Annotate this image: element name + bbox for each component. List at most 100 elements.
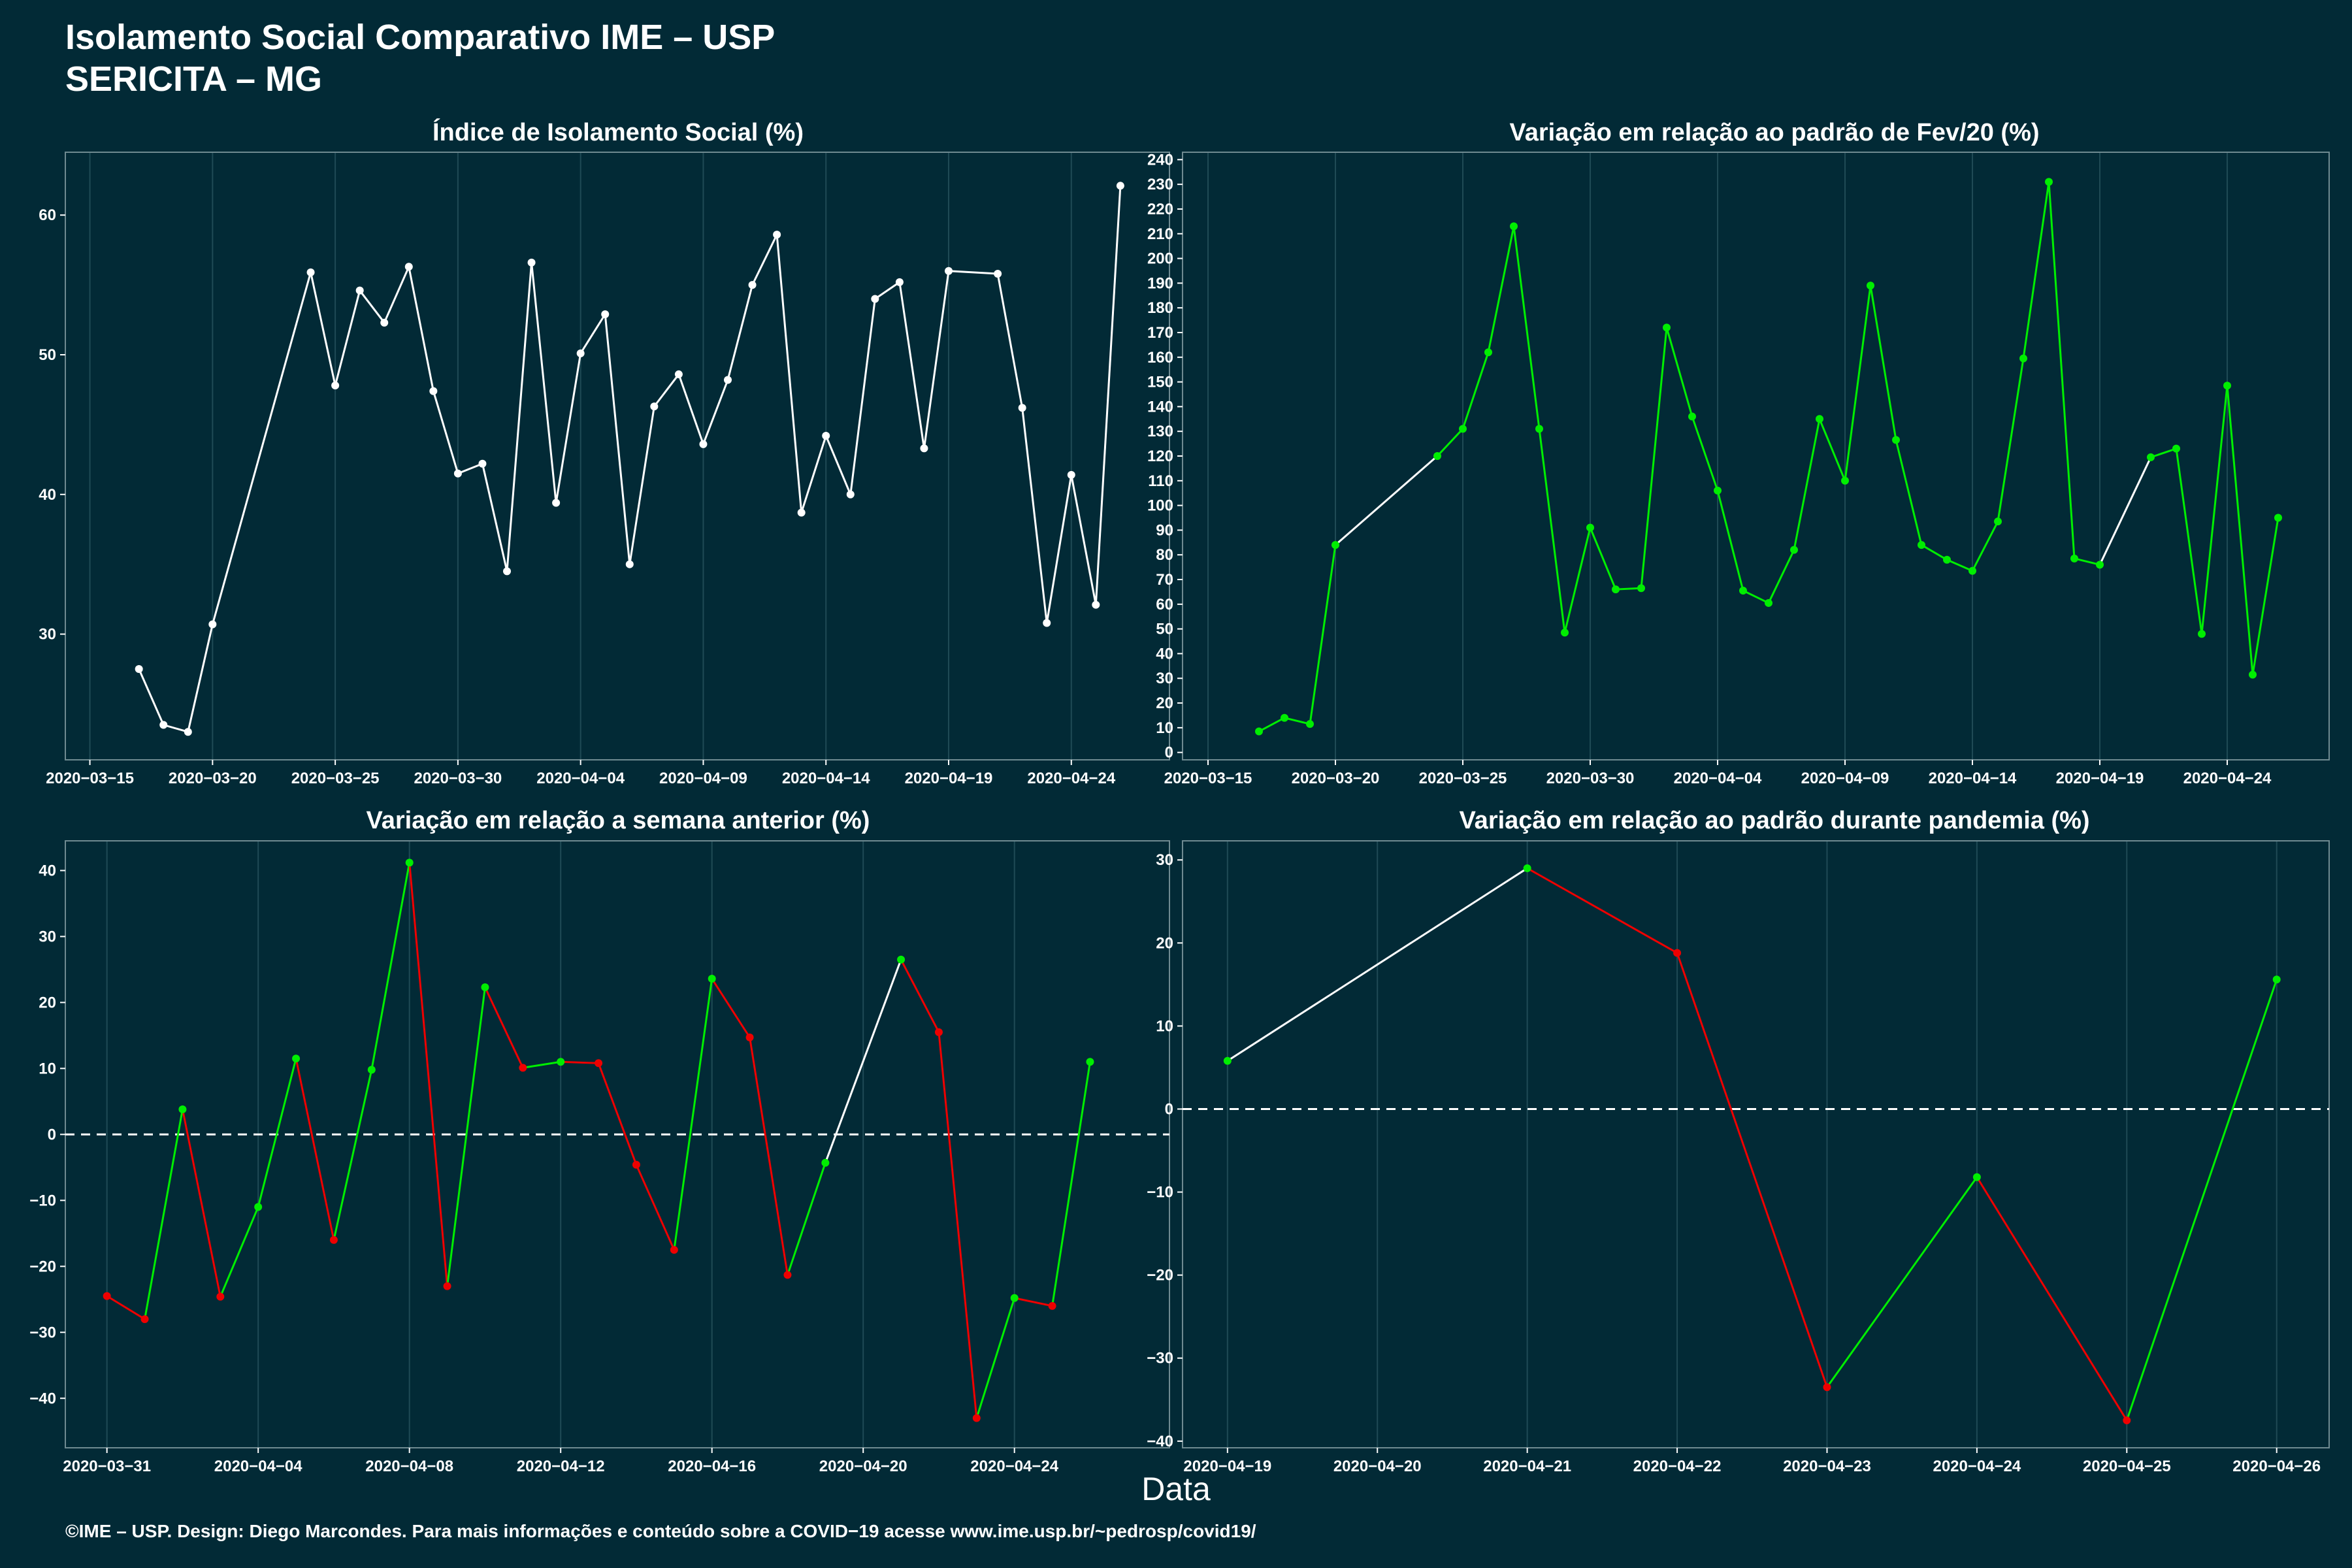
data-point [773, 231, 781, 239]
y-tick-label: 140 [1147, 398, 1173, 416]
series-line-segment [370, 862, 411, 1070]
y-tick-label: 20 [1156, 694, 1173, 712]
data-point [972, 1414, 981, 1422]
data-point [2249, 670, 2257, 679]
chart-title-line2: SERICITA – MG [65, 59, 323, 99]
data-point [1637, 584, 1645, 593]
series-line-segment [138, 668, 165, 726]
series-line-segment [2226, 385, 2254, 675]
series-line-segment [383, 266, 410, 323]
series-line-segment [1946, 559, 1973, 572]
x-tick-label: 2020−04−14 [1929, 770, 2017, 787]
data-point [934, 1028, 943, 1036]
panel-isolation-index: Índice de Isolamento Social (%) 30 40 50 60… [39, 118, 1170, 787]
y-tick-label: 0 [1165, 744, 1173, 762]
data-point [945, 267, 953, 275]
data-point [670, 1246, 678, 1254]
series-line-segment [2150, 448, 2177, 459]
series-line-segment [1793, 419, 1821, 550]
panel-title-variation-previous-week: Variação em relação a semana anterior (%… [367, 807, 870, 834]
series-line-segment [359, 289, 385, 323]
y-tick-label: 40 [39, 486, 56, 504]
data-point [1841, 476, 1849, 485]
data-point [2019, 354, 2027, 363]
x-tick-label: 2020−04−24 [2183, 770, 2272, 787]
series-line-segment [923, 270, 950, 449]
data-point [797, 508, 806, 517]
data-point [1067, 470, 1075, 479]
series-line-segment [975, 1298, 1016, 1419]
x-tick-label: 2020−04−19 [2056, 770, 2144, 787]
data-point [1523, 864, 1531, 872]
data-point [895, 278, 904, 286]
data-point [1018, 404, 1026, 412]
data-point [745, 1033, 754, 1041]
data-point [595, 1059, 603, 1068]
data-point [871, 295, 879, 303]
data-point [1739, 587, 1747, 595]
y-tick-label: 120 [1147, 448, 1173, 465]
y-tick-label: 30 [39, 626, 56, 644]
x-tick-label: 2020−04−26 [2232, 1458, 2321, 1475]
data-point [1943, 555, 1951, 564]
data-point [380, 318, 389, 327]
series-line-segment [446, 987, 486, 1286]
data-point [306, 268, 315, 276]
data-point [1010, 1294, 1019, 1302]
series-line-segment [523, 1060, 561, 1069]
panel-border [1182, 840, 2330, 1448]
series-line-segment [1309, 544, 1337, 725]
series-line-segment [673, 978, 713, 1250]
x-tick-label: 2020−04−24 [970, 1458, 1058, 1475]
series-line-segment [635, 1164, 676, 1250]
data-point [783, 1271, 792, 1279]
data-point [178, 1105, 187, 1113]
x-tick-label: 2020−04−20 [819, 1458, 907, 1475]
x-axis-label: Data [1141, 1471, 1211, 1507]
data-point [184, 728, 192, 736]
x-tick-label: 2020−04−24 [1027, 770, 1115, 787]
data-point [1823, 1383, 1831, 1392]
data-point [1918, 541, 1925, 549]
series-line-segment [1487, 226, 1515, 353]
y-tick-label: 30 [39, 928, 56, 945]
series-line-segment [1045, 474, 1073, 623]
panel-variation-pandemic: Variação em relação ao padrão durante pa… [1147, 807, 2330, 1475]
data-point [429, 387, 438, 395]
y-tick-label: 10 [1156, 719, 1173, 737]
data-point [724, 376, 732, 384]
series-line-segment [1665, 327, 1693, 417]
data-point [1281, 713, 1288, 722]
data-point [254, 1203, 263, 1211]
x-tick-label: 2020−03−20 [1292, 770, 1380, 787]
series-line-segment [219, 1206, 259, 1298]
data-point [135, 665, 143, 674]
x-tick-label: 2020−04−16 [668, 1458, 756, 1475]
panel-title-variation-feb: Variação em relação ao padrão de Fev/20 … [1509, 119, 2039, 146]
x-tick-label: 2020−03−30 [414, 770, 502, 787]
y-tick-label: 30 [1156, 670, 1173, 687]
series-line-segment [824, 959, 902, 1164]
series-line-segment [1014, 1297, 1053, 1307]
series-line-segment [849, 299, 876, 495]
data-point [650, 402, 659, 411]
y-tick-label: −20 [1147, 1267, 1173, 1284]
series-line-segment [2125, 979, 2278, 1421]
series-line-segment [711, 978, 751, 1038]
x-tick-label: 2020−03−30 [1546, 770, 1635, 787]
data-point [601, 310, 610, 318]
panel-border [65, 152, 1170, 760]
data-point [453, 469, 462, 478]
data-point [2272, 975, 2281, 984]
data-point [519, 1064, 527, 1072]
data-point [699, 440, 708, 448]
x-tick-label: 2020−04−04 [214, 1458, 302, 1475]
series-line-segment [597, 1062, 638, 1166]
data-point [329, 1235, 338, 1244]
data-point [1867, 282, 1874, 290]
y-tick-label: 10 [1156, 1017, 1173, 1035]
series-line-segment [1462, 351, 1490, 429]
x-tick-label: 2020−04−22 [1633, 1458, 1722, 1475]
series-line-segment [1526, 867, 1678, 954]
y-tick-label: 40 [39, 862, 56, 879]
